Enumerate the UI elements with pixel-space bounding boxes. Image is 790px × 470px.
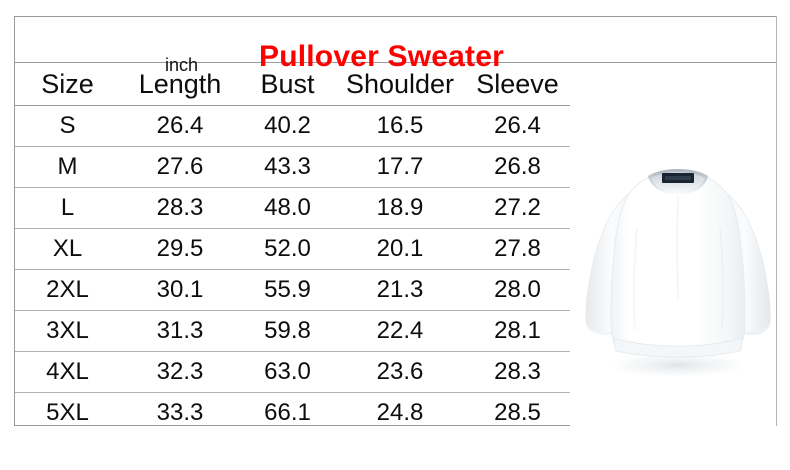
cell-length: 33.3 (156, 399, 204, 426)
cell-length: 27.6 (120, 146, 240, 188)
sweater-left-fold (633, 227, 638, 331)
sweater-neck-label-print (665, 176, 691, 180)
cell-sleeve: 28.5 (494, 399, 541, 426)
table-row: 3XL 31.3 59.8 22.4 28.1 (15, 310, 570, 352)
cell-sleeve: 27.2 (465, 187, 570, 229)
cell-size: L (15, 187, 120, 229)
sweater-right-fold (719, 227, 724, 331)
cell-shoulder: 21.3 (335, 269, 465, 311)
cell-size: 5XL (46, 399, 89, 426)
table-bottom-border (14, 425, 570, 426)
sweater-hem (613, 337, 743, 358)
cell-shoulder: 20.1 (335, 228, 465, 270)
cell-sleeve: 28.0 (465, 269, 570, 311)
cell-size: 2XL (15, 269, 120, 311)
cell-shoulder: 23.6 (335, 351, 465, 393)
cell-shoulder: 24.8 (376, 399, 424, 426)
table-row: M 27.6 43.3 17.7 26.8 (15, 146, 570, 188)
table-row: L 28.3 48.0 18.9 27.2 (15, 187, 570, 229)
cell-length: 30.1 (120, 269, 240, 311)
chart-right-border (776, 16, 777, 426)
table-body: S 26.4 40.2 16.5 26.4 M 27.6 43.3 17.7 2… (15, 105, 570, 434)
column-header-length: Length (120, 63, 240, 106)
table-header-row: Size Length Bust Shoulder Sleeve (15, 63, 570, 106)
cell-sleeve: 26.8 (465, 146, 570, 188)
cell-bust: 48.0 (240, 187, 335, 229)
title-band: inch Pullover Sweater (14, 17, 776, 75)
product-image-sweater (582, 150, 774, 382)
cell-size: M (15, 146, 120, 188)
cell-shoulder: 18.9 (335, 187, 465, 229)
cell-shoulder: 22.4 (335, 310, 465, 352)
cell-shoulder: 16.5 (335, 105, 465, 147)
table-row: S 26.4 40.2 16.5 26.4 (15, 105, 570, 147)
cell-length: 31.3 (120, 310, 240, 352)
cell-bust: 52.0 (240, 228, 335, 270)
column-header-shoulder: Shoulder (335, 63, 465, 106)
column-header-sleeve: Sleeve (465, 63, 570, 106)
cell-length: 32.3 (120, 351, 240, 393)
column-header-size: Size (15, 63, 120, 106)
cell-bust: 63.0 (240, 351, 335, 393)
cell-size: S (15, 105, 120, 147)
column-header-bust: Bust (240, 63, 335, 106)
cell-sleeve: 28.3 (465, 351, 570, 393)
cell-sleeve: 26.4 (465, 105, 570, 147)
cell-length: 28.3 (120, 187, 240, 229)
cell-sleeve: 28.1 (465, 310, 570, 352)
table-row: 5XL 33.3 66.1 24.8 28.5 (15, 393, 570, 434)
cell-size: 3XL (15, 310, 120, 352)
cell-size: 4XL (15, 351, 120, 393)
cell-bust: 66.1 (264, 399, 311, 426)
cell-bust: 43.3 (240, 146, 335, 188)
cell-sleeve: 27.8 (465, 228, 570, 270)
sweater-shadow (604, 352, 752, 378)
table-left-border (14, 16, 15, 426)
cell-bust: 55.9 (240, 269, 335, 311)
table-header: Size Length Bust Shoulder Sleeve (15, 63, 570, 106)
table-row: 4XL 32.3 63.0 23.6 28.3 (15, 351, 570, 393)
table-row: 2XL 30.1 55.9 21.3 28.0 (15, 269, 570, 311)
cell-length: 29.5 (120, 228, 240, 270)
cell-shoulder: 17.7 (335, 146, 465, 188)
title-band-frame (14, 16, 777, 63)
table-row: XL 29.5 52.0 20.1 27.8 (15, 228, 570, 270)
cell-size: XL (15, 228, 120, 270)
cell-bust: 59.8 (240, 310, 335, 352)
cell-bust: 40.2 (240, 105, 335, 147)
sweater-center-fold (676, 195, 679, 301)
size-chart-table: Size Length Bust Shoulder Sleeve S 26.4 … (15, 63, 570, 433)
cell-length: 26.4 (120, 105, 240, 147)
